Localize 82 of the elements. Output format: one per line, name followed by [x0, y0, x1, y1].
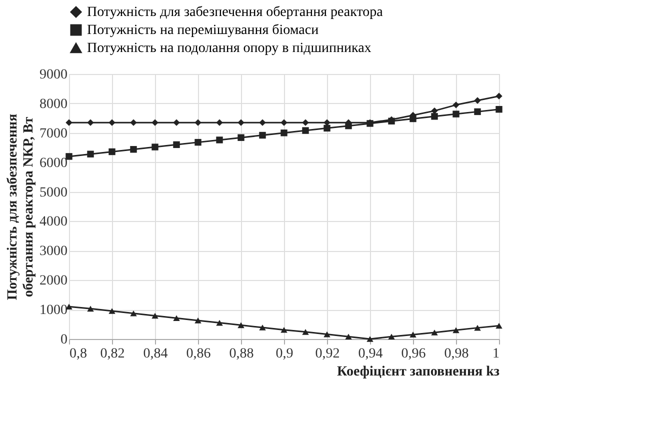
x-tick-label: 0,92 [315, 346, 340, 362]
point [496, 106, 502, 113]
point [280, 326, 288, 333]
point [431, 113, 438, 120]
point [452, 102, 460, 108]
point [388, 334, 395, 340]
point [194, 119, 202, 126]
point [431, 107, 438, 114]
point [324, 119, 330, 126]
point [152, 312, 158, 319]
point [194, 138, 202, 146]
point [194, 318, 202, 324]
point [130, 310, 137, 316]
point [345, 334, 352, 340]
point [496, 322, 502, 329]
point [280, 119, 288, 126]
legend-label: Потужність на подолання опору в підшипниках [87, 41, 372, 56]
point [431, 330, 438, 336]
point [474, 97, 481, 104]
point [280, 130, 288, 136]
y-tick-label: 4000 [40, 214, 68, 230]
point [66, 119, 72, 126]
point [173, 141, 180, 148]
point [108, 308, 116, 314]
point [152, 119, 158, 126]
y-tick-label: 1000 [40, 303, 68, 318]
point [474, 324, 481, 331]
point [238, 119, 244, 126]
point [216, 119, 223, 126]
x-tick-label: 0,98 [444, 346, 469, 362]
point [216, 320, 223, 326]
y-tick-label: 0 [60, 332, 68, 348]
point [496, 92, 502, 100]
x-tick-label: 0,8 [70, 346, 87, 362]
point [66, 153, 72, 160]
x-tick-label: 0,88 [229, 346, 254, 362]
point [130, 146, 137, 153]
point [108, 148, 116, 156]
y-tick-label: 7000 [40, 126, 68, 142]
y-tick-label: 3000 [40, 244, 68, 260]
point [345, 122, 352, 130]
point [238, 322, 244, 328]
point [108, 119, 116, 126]
legend-label: Потужність на перемішування біомаси [87, 23, 320, 38]
x-tick-label: 0,96 [401, 346, 426, 362]
point [259, 119, 266, 126]
point [87, 150, 94, 158]
x-tick-label: 0,86 [186, 346, 211, 362]
y-tick-label: 9000 [40, 68, 68, 82]
point [87, 119, 94, 126]
x-tick-label: 1 [492, 346, 500, 362]
point [259, 324, 266, 330]
point [302, 127, 309, 134]
point [452, 110, 460, 118]
y-tick-label: 6000 [40, 156, 68, 171]
point [238, 134, 244, 141]
y-tick-label: 2000 [40, 274, 68, 289]
x-tick-label: 0,9 [276, 346, 294, 362]
point [87, 306, 94, 312]
y-axis-title: Потужність для забезпечення обертання реактора NКР, Вт [6, 113, 36, 300]
point [324, 124, 330, 132]
x-tick-label: 0,82 [100, 346, 125, 362]
point [324, 331, 330, 338]
point [173, 315, 180, 321]
point [130, 119, 137, 126]
point [474, 108, 481, 116]
x-tick-label: 0,84 [143, 346, 168, 362]
point [302, 329, 309, 335]
point [216, 136, 223, 144]
point [452, 327, 460, 334]
point [366, 336, 374, 342]
y-tick-label: 5000 [40, 185, 68, 200]
point [259, 132, 266, 139]
point [410, 332, 416, 338]
legend-label: Потужність для забезпечення обертання реактора [87, 5, 384, 20]
point [410, 115, 416, 122]
point [302, 119, 309, 126]
x-axis-title: Коефіцієнт заповнення kз [337, 364, 500, 380]
point [173, 119, 180, 126]
y-tick-label: 8000 [40, 96, 68, 112]
point [152, 144, 158, 150]
x-tick-label: 0,94 [358, 346, 383, 362]
